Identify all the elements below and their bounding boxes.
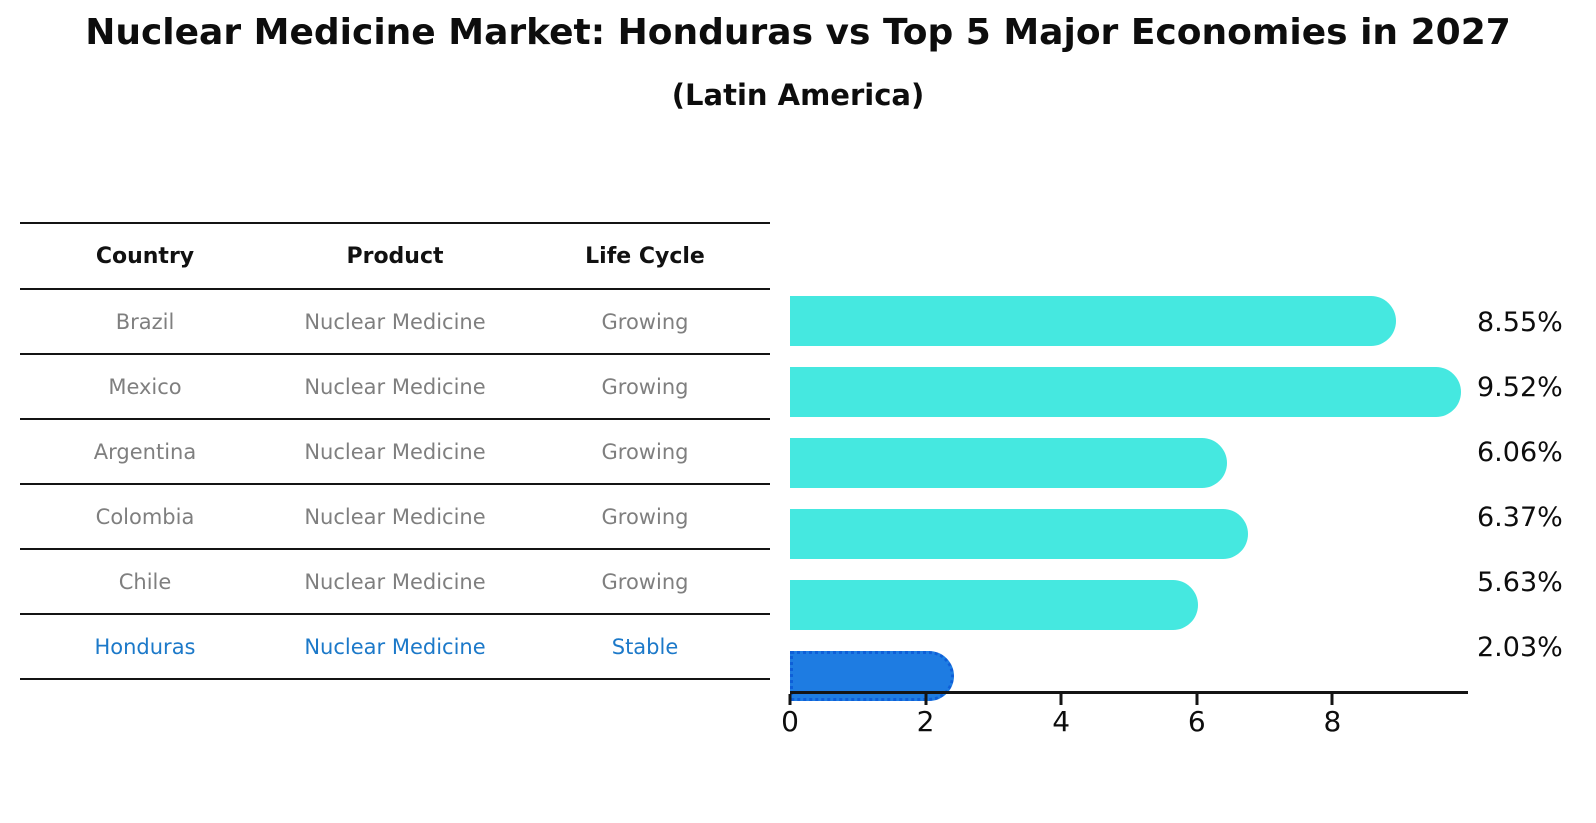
table-header-row: Country Product Life Cycle bbox=[20, 224, 770, 290]
x-axis-tick-label: 2 bbox=[916, 705, 935, 738]
x-axis-tick bbox=[1330, 694, 1334, 705]
bar-row bbox=[790, 438, 1490, 503]
bar-argentina bbox=[790, 438, 1227, 488]
x-axis: 0 2 4 6 8 bbox=[781, 691, 1468, 751]
header-life-cycle: Life Cycle bbox=[585, 243, 705, 269]
bar-plot-area bbox=[790, 290, 1490, 716]
bar-colombia bbox=[790, 509, 1248, 559]
cell-life-cycle: Growing bbox=[601, 569, 689, 594]
comparison-table: Country Product Life Cycle Brazil Nuclea… bbox=[20, 222, 770, 680]
bar-mexico bbox=[790, 367, 1462, 417]
table-row-honduras: Honduras Nuclear Medicine Stable bbox=[20, 615, 770, 680]
bar-brazil bbox=[790, 296, 1396, 346]
page-subtitle: (Latin America) bbox=[671, 78, 925, 112]
cell-life-cycle: Stable bbox=[611, 634, 679, 659]
cell-product: Nuclear Medicine bbox=[304, 634, 486, 659]
cell-country: Brazil bbox=[115, 309, 175, 334]
cell-product: Nuclear Medicine bbox=[304, 374, 486, 399]
x-axis-tick bbox=[788, 694, 792, 705]
cell-product: Nuclear Medicine bbox=[304, 309, 486, 334]
x-axis-tick-label: 6 bbox=[1187, 705, 1206, 738]
value-label-argentina: 6.06% bbox=[1477, 437, 1563, 468]
page-title: Nuclear Medicine Market: Honduras vs Top… bbox=[85, 12, 1511, 53]
bar-row bbox=[790, 367, 1490, 432]
cell-life-cycle: Growing bbox=[601, 504, 689, 529]
table-row-mexico: Mexico Nuclear Medicine Growing bbox=[20, 355, 770, 420]
x-axis-tick-label: 8 bbox=[1323, 705, 1342, 738]
x-axis-tick bbox=[1059, 694, 1063, 705]
value-label-chile: 5.63% bbox=[1477, 567, 1563, 598]
header-product: Product bbox=[346, 243, 444, 269]
table-row-brazil: Brazil Nuclear Medicine Growing bbox=[20, 290, 770, 355]
cell-country: Colombia bbox=[95, 504, 195, 529]
x-axis-tick-label: 4 bbox=[1052, 705, 1071, 738]
cell-country: Argentina bbox=[93, 439, 197, 464]
table-row-colombia: Colombia Nuclear Medicine Growing bbox=[20, 485, 770, 550]
bar-chile bbox=[790, 580, 1198, 630]
cell-product: Nuclear Medicine bbox=[304, 569, 486, 594]
cell-life-cycle: Growing bbox=[601, 309, 689, 334]
cell-product: Nuclear Medicine bbox=[304, 439, 486, 464]
cell-country: Mexico bbox=[108, 374, 182, 399]
table-row-argentina: Argentina Nuclear Medicine Growing bbox=[20, 420, 770, 485]
bar-row bbox=[790, 509, 1490, 574]
cell-product: Nuclear Medicine bbox=[304, 504, 486, 529]
bar-row bbox=[790, 296, 1490, 361]
cell-life-cycle: Growing bbox=[601, 439, 689, 464]
x-axis-tick-label: 0 bbox=[781, 705, 799, 738]
x-axis-line bbox=[790, 691, 1468, 694]
header-country: Country bbox=[95, 243, 195, 269]
cell-country: Chile bbox=[118, 569, 172, 594]
value-label-honduras: 2.03% bbox=[1477, 632, 1563, 663]
bar-row bbox=[790, 580, 1490, 645]
value-labels: 8.55% 9.52% 6.06% 6.37% 5.63% 2.03% bbox=[1477, 290, 1587, 680]
value-label-colombia: 6.37% bbox=[1477, 502, 1563, 533]
value-label-brazil: 8.55% bbox=[1477, 307, 1563, 338]
x-axis-tick bbox=[924, 694, 928, 705]
cell-country: Honduras bbox=[94, 634, 196, 659]
value-label-mexico: 9.52% bbox=[1477, 372, 1563, 403]
x-axis-tick bbox=[1195, 694, 1199, 705]
cell-life-cycle: Growing bbox=[601, 374, 689, 399]
table-row-chile: Chile Nuclear Medicine Growing bbox=[20, 550, 770, 615]
